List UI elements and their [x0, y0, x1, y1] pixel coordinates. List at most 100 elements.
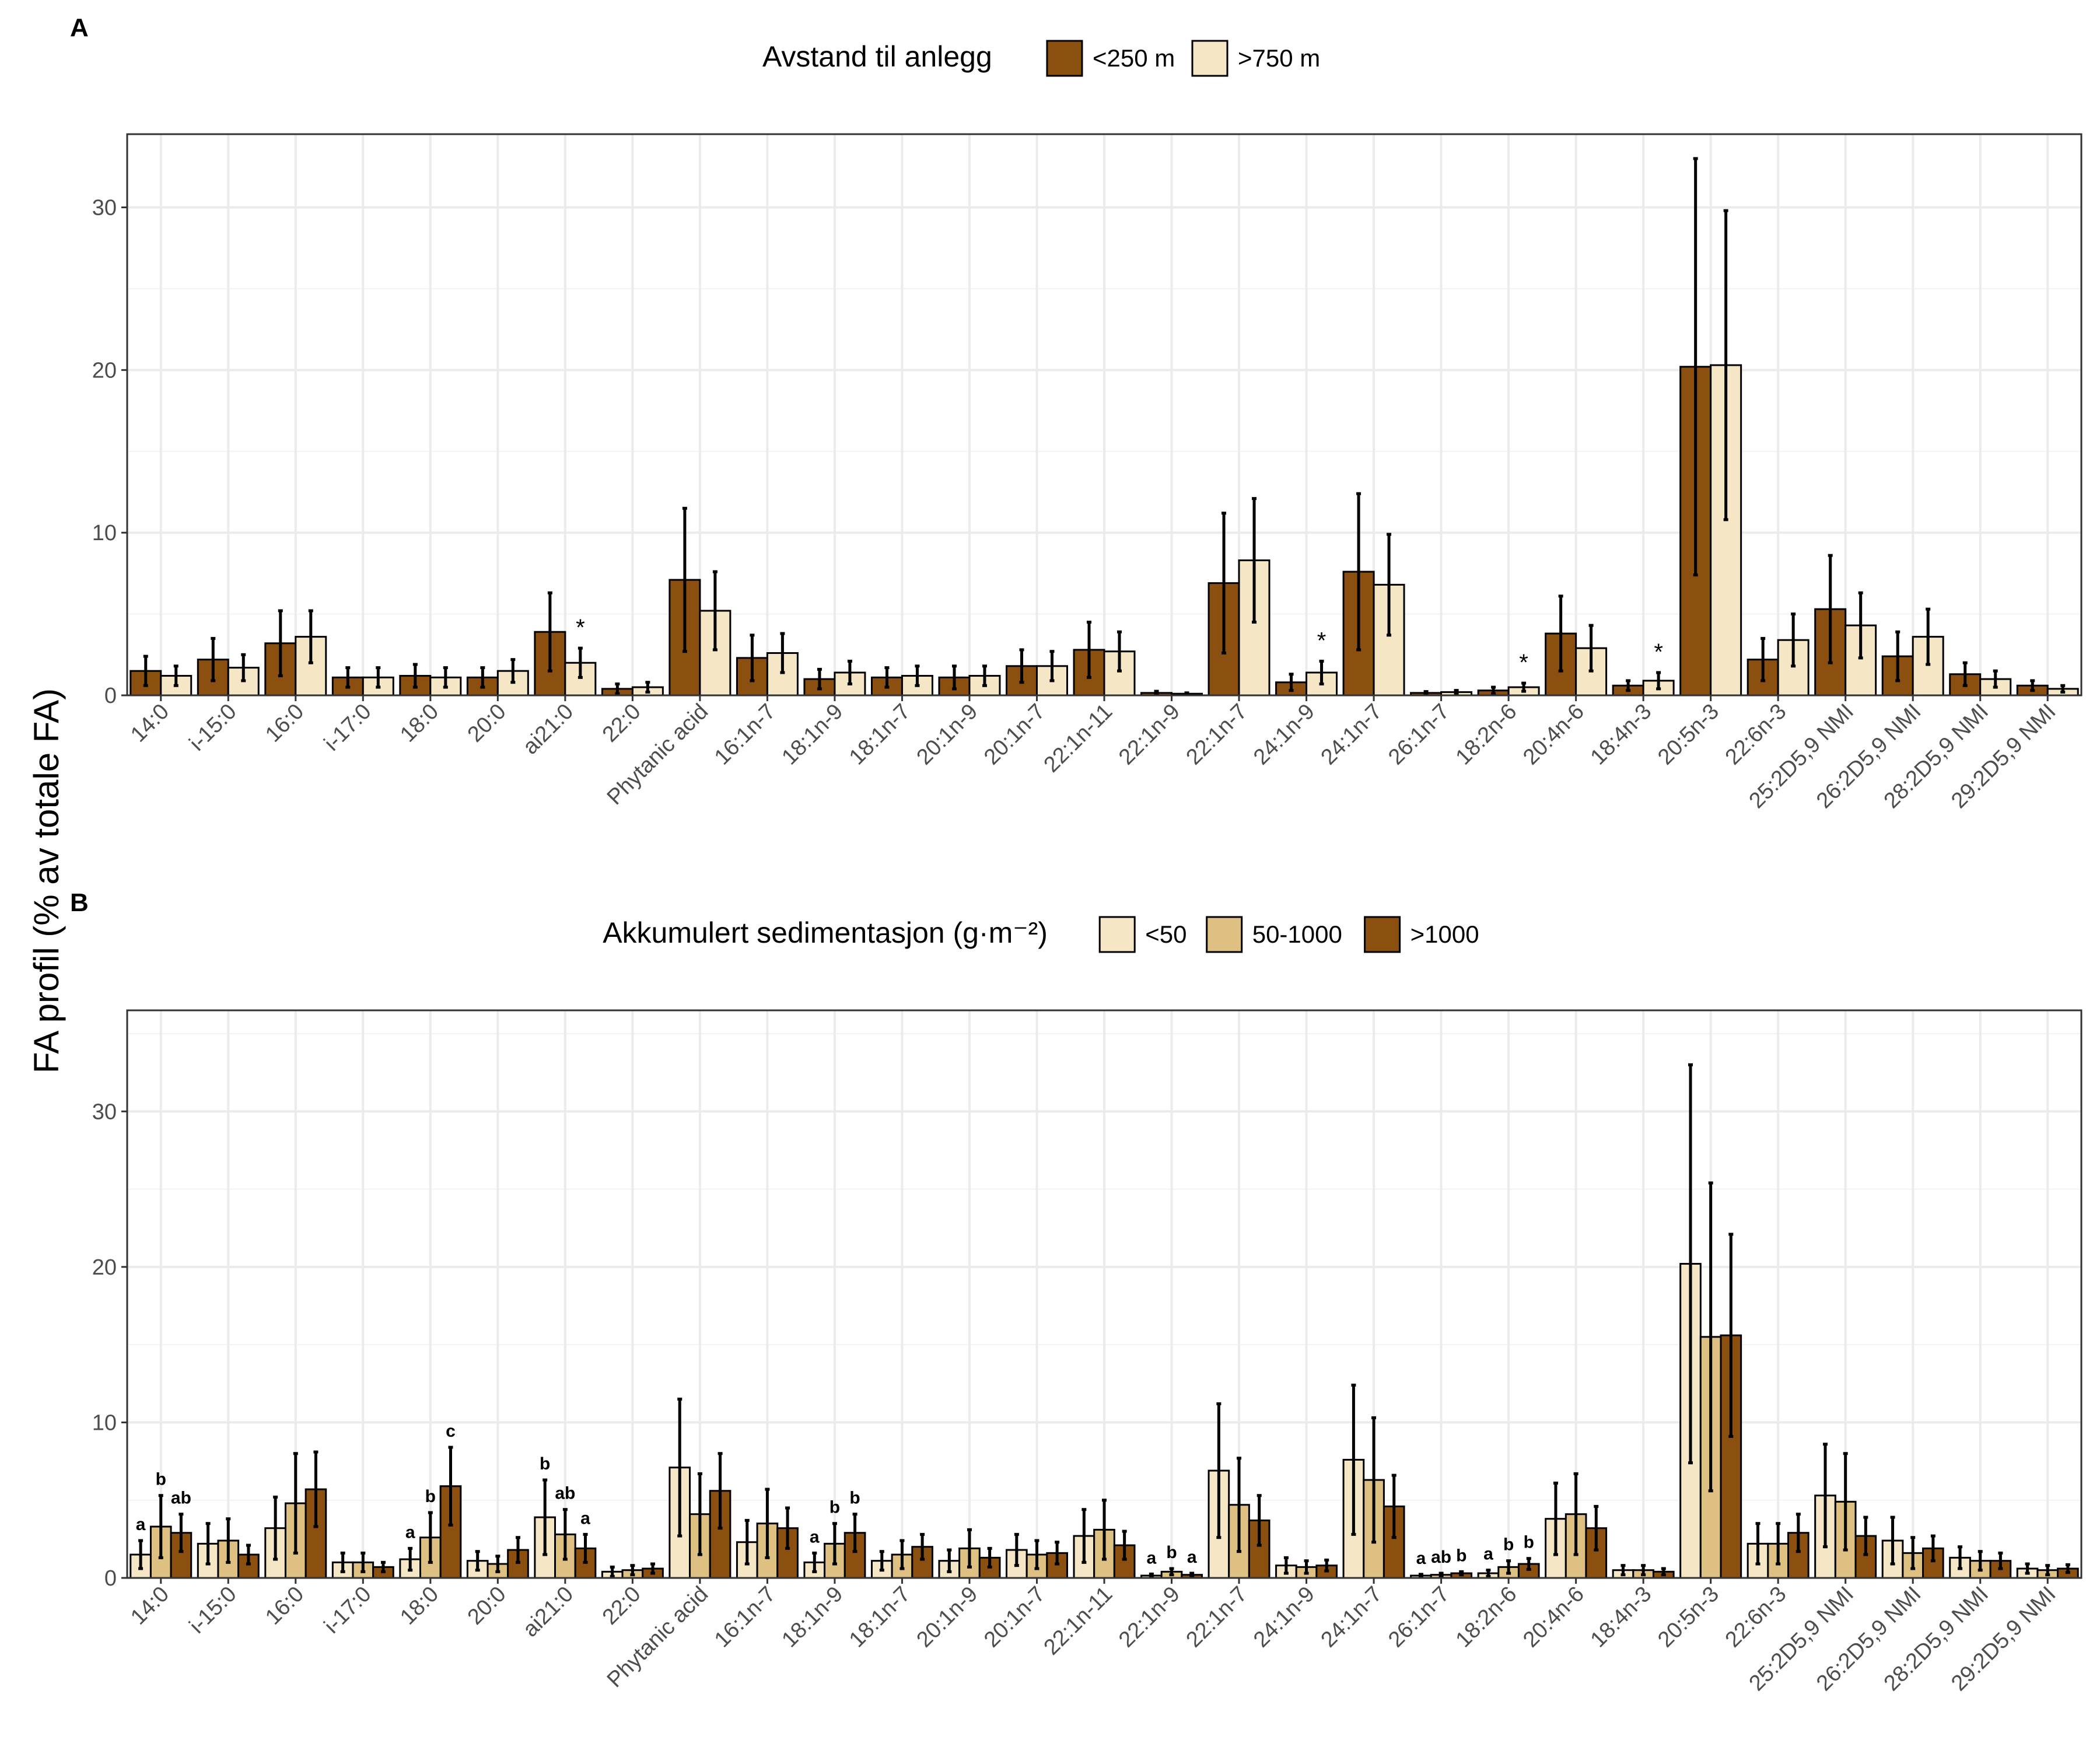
y-tick-label: 20 — [92, 1255, 117, 1280]
error-bar-250-m-22-0 — [615, 682, 620, 695]
group-letter: b — [156, 1470, 166, 1489]
error-bar-50-29-2d5-9-nmi — [2025, 1562, 2030, 1575]
error-bar-50-ai21-0 — [542, 1478, 548, 1556]
error-bar-250-m-i-15-0 — [211, 636, 216, 682]
group-letter: a — [580, 1508, 590, 1528]
error-bar-50-phytanic-acid — [677, 1397, 682, 1538]
error-bar-50-25-2d5-9-nmi — [1823, 1443, 1828, 1549]
legend-title: Akkumulert sedimentasjon (g·m⁻²) — [603, 916, 1048, 949]
y-axis-title: FA profil (% av totale FA) — [27, 688, 66, 1073]
error-bar-50-1000-22-1n-9 — [1169, 1567, 1174, 1577]
error-bar-50-1000-phytanic-acid — [697, 1472, 702, 1556]
error-bar-750-m-16-0 — [308, 609, 313, 664]
group-letter: b — [849, 1489, 860, 1508]
error-bar-50-1000-ai21-0 — [562, 1508, 568, 1561]
error-bar-750-m-i-15-0 — [241, 653, 246, 682]
error-bar-1000-29-2d5-9-nmi — [2065, 1563, 2070, 1574]
error-bar-750-m-ai21-0 — [578, 646, 583, 679]
panel-label: A — [70, 13, 89, 42]
annotations: * * * * — [576, 615, 1663, 676]
error-bar-750-m-14-0 — [173, 664, 178, 687]
error-bar-250-m-24-1n-7 — [1356, 492, 1362, 652]
legend: Akkumulert sedimentasjon (g·m⁻²) <50 50-10… — [603, 916, 1479, 953]
error-bar-50-1000-18-2n-6 — [1506, 1559, 1511, 1575]
error-bar-50-1000-22-1n-11 — [1102, 1499, 1107, 1561]
error-bar-750-m-18-1n-7 — [915, 664, 920, 687]
error-bars — [138, 1063, 2070, 1579]
error-bar-50-1000-20-0 — [495, 1555, 501, 1573]
error-bar-750-m-28-2d5-9-nmi — [1993, 669, 1998, 689]
y-axis: 0 10 20 30 — [92, 1100, 127, 1591]
error-bar-250-m-16-1n-7 — [750, 634, 755, 682]
panel-label: B — [70, 888, 89, 917]
group-letter: b — [1456, 1546, 1466, 1565]
y-tick-label: 0 — [104, 684, 117, 708]
error-bar-50-18-1n-7 — [879, 1550, 884, 1572]
group-letter: a — [405, 1522, 415, 1542]
error-bars — [143, 157, 2066, 696]
error-bar-250-m-20-4n-6 — [1558, 594, 1563, 673]
error-bar-750-m-24-1n-7 — [1387, 533, 1392, 637]
error-bar-50-1000-20-4n-6 — [1573, 1472, 1578, 1556]
error-bar-50-1000-25-2d5-9-nmi — [1843, 1452, 1848, 1552]
error-bar-1000-22-1n-11 — [1122, 1530, 1127, 1561]
error-bar-50-1000-18-1n-7 — [900, 1539, 905, 1570]
error-bar-1000-18-2n-6 — [1526, 1557, 1531, 1571]
legend-label-50-1000: 50-1000 — [1252, 921, 1342, 948]
error-bar-50-1000-26-2d5-9-nmi — [1910, 1536, 1916, 1570]
error-bar-50-1000-i-17-0 — [360, 1551, 366, 1573]
error-bar-50-1000-20-1n-9 — [967, 1528, 972, 1569]
group-letter: b — [540, 1454, 550, 1474]
significance-marker: * — [576, 615, 585, 640]
group-letter: b — [1503, 1535, 1514, 1555]
error-bar-1000-18-1n-7 — [920, 1532, 925, 1561]
error-bar-50-24-1n-9 — [1283, 1556, 1289, 1575]
error-bar-750-m-20-1n-9 — [982, 664, 987, 687]
error-bar-50-22-1n-7 — [1216, 1402, 1222, 1539]
error-bar-1000-20-0 — [516, 1536, 520, 1564]
error-bar-750-m-i-17-0 — [376, 666, 381, 689]
error-bar-1000-26-1n-7 — [1459, 1570, 1464, 1577]
error-bar-50-22-1n-11 — [1082, 1508, 1087, 1564]
error-bar-1000-26-2d5-9-nmi — [1930, 1534, 1936, 1563]
error-bar-1000-24-1n-9 — [1324, 1558, 1329, 1573]
error-bar-1000-20-5n-3 — [1728, 1233, 1734, 1438]
error-bar-50-20-5n-3 — [1688, 1063, 1693, 1465]
error-bar-50-18-4n-3 — [1620, 1564, 1626, 1577]
group-letter: b — [830, 1498, 840, 1517]
legend: Avstand til anlegg <250 m >750 m — [762, 40, 1320, 77]
error-bar-1000-28-2d5-9-nmi — [1998, 1551, 2003, 1570]
error-bar-250-m-22-6n-3 — [1760, 636, 1766, 682]
group-letter: a — [1416, 1549, 1426, 1568]
error-bar-250-m-28-2d5-9-nmi — [1962, 661, 1968, 687]
group-letter: b — [1524, 1533, 1534, 1552]
error-bar-50-1000-18-0 — [428, 1511, 433, 1564]
error-bar-50-1000-18-1n-9 — [832, 1522, 837, 1566]
error-bar-750-m-18-4n-3 — [1656, 671, 1661, 691]
legend-swatch-1000 — [1364, 916, 1401, 953]
error-bar-50-16-0 — [273, 1495, 278, 1561]
error-bar-750-m-20-5n-3 — [1723, 209, 1728, 522]
error-bar-750-m-22-1n-11 — [1116, 630, 1122, 673]
error-bar-50-i-17-0 — [340, 1551, 345, 1573]
error-bar-750-m-20-1n-7 — [1049, 650, 1055, 682]
y-tick-label: 30 — [92, 195, 117, 220]
error-bar-50-1000-24-1n-9 — [1304, 1559, 1309, 1575]
error-bar-50-18-0 — [408, 1546, 413, 1572]
error-bar-50-1000-14-0 — [158, 1494, 163, 1559]
error-bar-750-m-26-2d5-9-nmi — [1926, 607, 1931, 666]
error-bar-1000-22-0 — [650, 1562, 656, 1575]
error-bar-250-m-22-1n-11 — [1087, 621, 1092, 679]
error-bar-50-20-1n-7 — [1014, 1532, 1019, 1567]
group-letter: ab — [555, 1484, 575, 1503]
error-bar-1000-18-1n-9 — [852, 1513, 858, 1553]
error-bar-750-m-18-1n-9 — [847, 659, 852, 685]
error-bar-50-1000-22-0 — [630, 1564, 635, 1577]
error-bar-1000-20-1n-7 — [1055, 1541, 1060, 1566]
error-bar-50-18-2n-6 — [1486, 1569, 1491, 1578]
group-letter: b — [425, 1487, 436, 1506]
error-bar-50-20-1n-9 — [947, 1548, 952, 1573]
y-tick-label: 20 — [92, 358, 117, 383]
error-bar-50-26-1n-7 — [1418, 1573, 1423, 1578]
